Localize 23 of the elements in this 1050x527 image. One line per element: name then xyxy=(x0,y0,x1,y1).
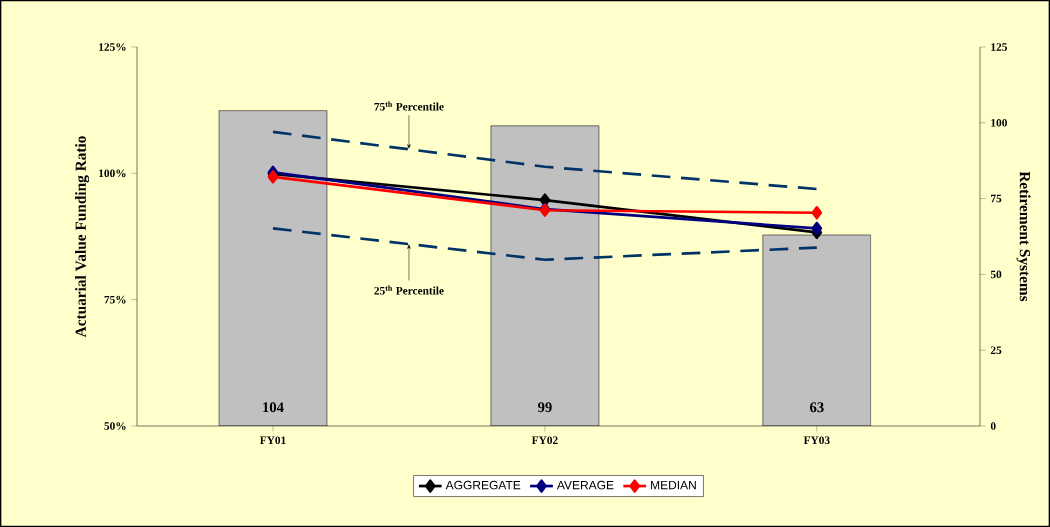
data-label: 63 xyxy=(810,402,824,413)
y-tick-label: 100% xyxy=(99,169,126,178)
y2-tick-label: 75 xyxy=(991,194,1002,203)
y-axis-title: Actuarial Value Funding Ratio xyxy=(75,136,90,338)
y-tick-label: 75% xyxy=(104,295,126,304)
data-label: 99 xyxy=(537,402,552,413)
legend-label: MEDIAN xyxy=(651,480,696,490)
x-tick-label: FY03 xyxy=(803,436,830,445)
y2-tick-label: 0 xyxy=(990,422,996,430)
y2-axis-title: Retirement Systems xyxy=(1016,171,1031,302)
y-tick-label: 50% xyxy=(104,422,126,430)
y2-tick-label: 25 xyxy=(990,346,1002,354)
legend-label: AGGREGATE xyxy=(445,480,521,490)
y2-tick-label: 50 xyxy=(990,270,1002,279)
annotation: 25$^{th}$ Percentile xyxy=(374,285,444,295)
y2-tick-label: 125 xyxy=(991,43,1007,51)
x-tick-label: FY02 xyxy=(531,436,558,445)
x-tick-label: FY01 xyxy=(259,436,286,445)
legend-label: AVERAGE xyxy=(556,480,614,490)
annotation: 75$^{th}$ Percentile xyxy=(374,101,444,111)
y-tick-label: 125% xyxy=(99,43,126,51)
y2-tick-label: 100 xyxy=(991,118,1007,127)
data-label: 104 xyxy=(263,402,284,413)
